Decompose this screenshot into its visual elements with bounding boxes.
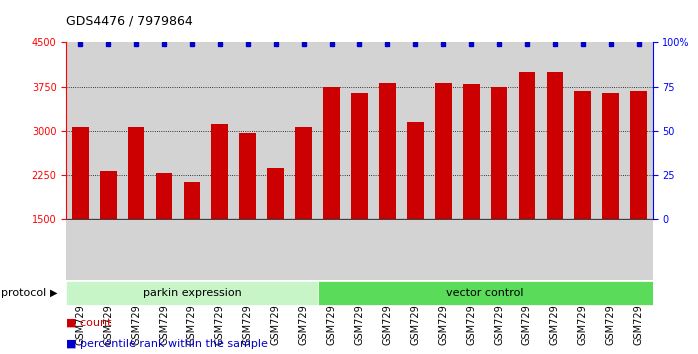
Bar bbox=[323, 87, 340, 219]
Bar bbox=[630, 91, 647, 219]
Bar bbox=[318, 281, 653, 305]
Text: vector control: vector control bbox=[446, 288, 524, 298]
Text: ■ count: ■ count bbox=[66, 318, 112, 327]
Bar bbox=[547, 72, 563, 219]
Bar bbox=[435, 82, 452, 219]
Text: ■ percentile rank within the sample: ■ percentile rank within the sample bbox=[66, 339, 268, 349]
Bar bbox=[519, 72, 535, 219]
Bar bbox=[602, 93, 619, 219]
Bar bbox=[379, 82, 396, 219]
Bar bbox=[574, 91, 591, 219]
Bar bbox=[239, 133, 256, 219]
Bar bbox=[407, 122, 424, 219]
Text: GDS4476 / 7979864: GDS4476 / 7979864 bbox=[66, 14, 193, 27]
Bar bbox=[351, 93, 368, 219]
Bar bbox=[267, 168, 284, 219]
Bar bbox=[128, 127, 144, 219]
Bar bbox=[156, 173, 172, 219]
Bar bbox=[184, 182, 200, 219]
Bar bbox=[100, 171, 117, 219]
Bar bbox=[491, 87, 507, 219]
Text: ▶: ▶ bbox=[50, 288, 58, 298]
Bar bbox=[66, 281, 318, 305]
Bar bbox=[72, 127, 89, 219]
Bar bbox=[295, 127, 312, 219]
Bar bbox=[211, 125, 228, 219]
Text: parkin expression: parkin expression bbox=[142, 288, 242, 298]
Text: protocol: protocol bbox=[1, 288, 47, 298]
Bar bbox=[463, 84, 480, 219]
